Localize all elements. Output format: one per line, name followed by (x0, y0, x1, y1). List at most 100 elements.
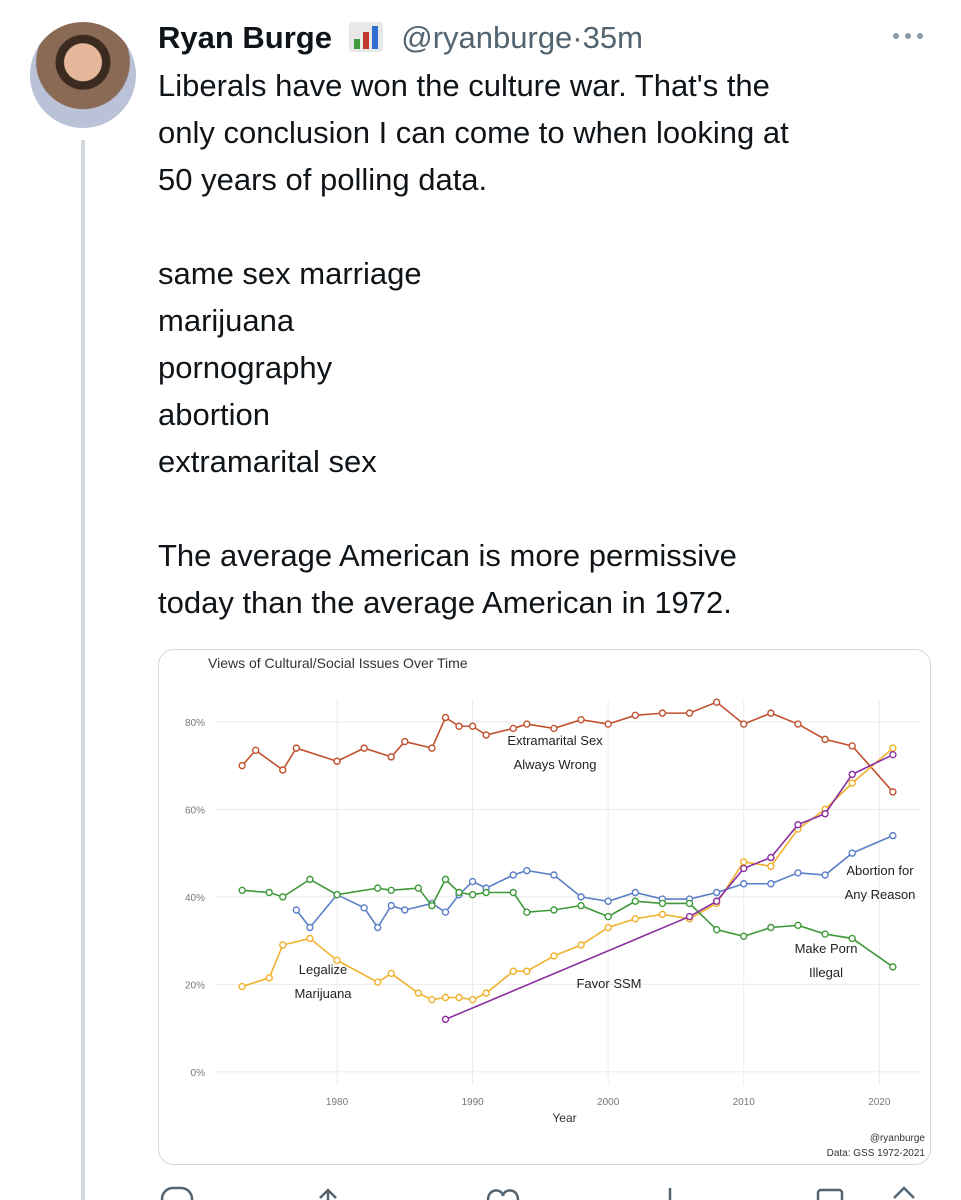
data-point (509, 871, 517, 879)
data-point (279, 766, 287, 774)
data-point (509, 967, 517, 975)
data-point (238, 886, 246, 895)
data-point (468, 995, 477, 1004)
data-point (821, 735, 829, 744)
data-point (441, 713, 450, 722)
x-tick-label: 1980 (326, 1097, 349, 1108)
data-point (848, 934, 856, 943)
data-point (712, 925, 721, 934)
data-point (794, 921, 802, 930)
series-label: Make Porn Illegal (794, 941, 858, 980)
text-line: 50 years of polling data. (158, 162, 488, 197)
data-point (604, 912, 612, 921)
data-point (523, 720, 531, 728)
data-point (265, 888, 273, 897)
data-point (306, 923, 314, 932)
data-point (279, 941, 287, 949)
data-point (251, 746, 260, 755)
data-point (794, 869, 802, 877)
avatar[interactable] (30, 22, 136, 128)
data-point (468, 890, 477, 899)
data-point (821, 871, 829, 879)
series-line (241, 747, 894, 1001)
series-label: Abortion for Any Reason (844, 863, 916, 902)
data-point (455, 722, 463, 730)
data-point (794, 820, 802, 829)
data-point (550, 871, 558, 879)
retweet-icon[interactable] (319, 1188, 337, 1200)
data-point (401, 737, 409, 746)
y-tick-label: 40% (185, 893, 205, 904)
data-point (414, 884, 423, 892)
credit: @ryanburge (870, 1133, 926, 1144)
data-point (767, 880, 775, 888)
data-point (685, 912, 694, 921)
data-point (604, 897, 612, 905)
data-point (631, 897, 639, 905)
tweet-text: Liberals have won the culture war. That'… (158, 62, 789, 673)
reply-icon[interactable] (160, 1186, 194, 1200)
paragraph: same sex marriage marijuana pornography abo… (158, 250, 789, 485)
data-point (387, 886, 395, 895)
data-point (523, 866, 531, 875)
separator: · (572, 20, 583, 55)
like-icon[interactable] (486, 1189, 520, 1200)
data-point (441, 875, 450, 884)
data-point (889, 963, 897, 971)
data-point (889, 788, 897, 796)
data-point (306, 875, 314, 884)
data-point (685, 899, 694, 908)
bookmark-icon[interactable] (816, 1188, 844, 1200)
author-name[interactable]: Ryan Burge (158, 20, 332, 55)
data-point (455, 888, 463, 897)
text-line: pornography (158, 350, 333, 385)
timestamp[interactable]: 35m (582, 20, 643, 55)
x-tick-label: 2020 (868, 1097, 891, 1108)
share-icon[interactable] (893, 1186, 915, 1199)
data-point (848, 779, 856, 787)
tweet-header: Ryan Burge @ryanburge·35m (158, 16, 643, 60)
data-point (482, 731, 490, 739)
data-point (577, 893, 585, 901)
text-line: today than the average American in 1972. (158, 585, 732, 620)
data-point (441, 993, 450, 1002)
data-point (767, 709, 775, 717)
x-tick-label: 2010 (733, 1097, 756, 1108)
action-bar (160, 1186, 915, 1200)
data-point (387, 753, 395, 761)
more-button[interactable] (890, 30, 930, 42)
data-point (333, 890, 341, 899)
series-line (241, 701, 894, 793)
data-point (577, 715, 585, 724)
data-point (523, 908, 531, 916)
text-line: extramarital sex (158, 444, 377, 479)
data-point (658, 709, 667, 717)
y-tick-label: 0% (191, 1068, 206, 1079)
data-point (306, 934, 314, 943)
data-point (387, 969, 395, 978)
data-point (373, 884, 382, 892)
data-point (238, 982, 246, 991)
data-point (428, 744, 436, 752)
data-point (333, 757, 341, 765)
handle[interactable]: @ryanburge (401, 20, 573, 55)
data-point (658, 910, 667, 919)
data-point (767, 923, 775, 932)
data-point (848, 742, 856, 750)
data-point (373, 978, 382, 986)
series-label: Favor SSM (576, 976, 642, 991)
media-card[interactable] (158, 649, 931, 1165)
chart-title: Views of Cultural/Social Issues Over Tim… (208, 655, 468, 671)
data-point (428, 901, 436, 910)
data-point (740, 858, 748, 866)
data-point (631, 888, 639, 897)
data-point (631, 915, 639, 923)
data-point (889, 750, 897, 759)
y-tick-label: 60% (185, 805, 205, 816)
x-tick-label: 2000 (597, 1097, 620, 1108)
y-tick-label: 20% (185, 980, 205, 991)
data-point (482, 888, 490, 897)
text-line: marijuana (158, 303, 295, 338)
data-point (482, 989, 490, 997)
